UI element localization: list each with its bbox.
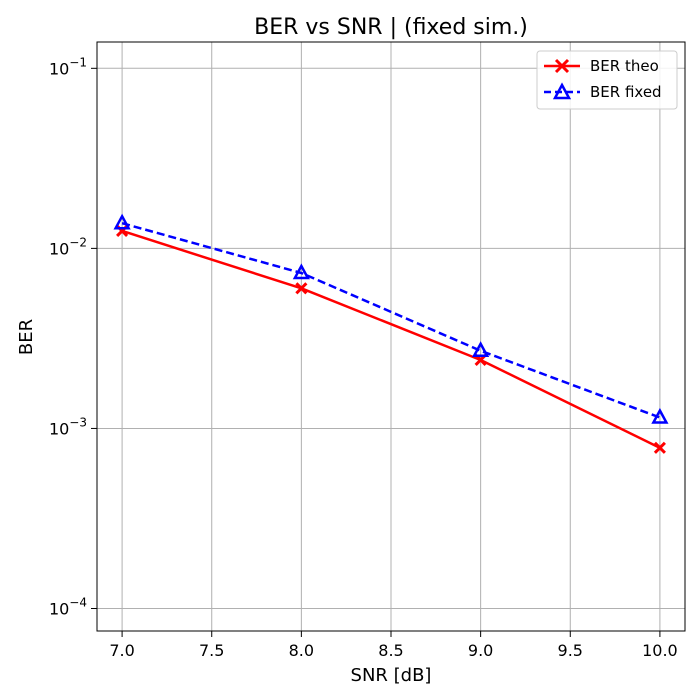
point-ber-fixed (472, 341, 490, 358)
y-tick-label: 10−2 (49, 235, 87, 258)
y-tick-label-base: 10 (49, 59, 69, 78)
y-tick-label-base: 10 (49, 419, 69, 438)
x-tick-label: 9.0 (468, 641, 493, 660)
series-line-ber-theo (121, 229, 661, 449)
legend-label-ber-theo: BER theo (590, 57, 659, 75)
x-tick-label: 7.0 (109, 641, 134, 660)
point-ber-fixed (292, 263, 310, 280)
legend-item-ber-fixed: BER fixed (544, 82, 662, 101)
y-tick-label-base: 10 (49, 600, 69, 619)
y-axis-label: BER (16, 319, 37, 355)
y-tick-label-exponent: −4 (69, 596, 87, 610)
y-axis-ticks: 10−410−310−210−1 (49, 55, 97, 619)
y-tick-label: 10−1 (49, 55, 87, 78)
x-tick-label: 8.0 (289, 641, 314, 660)
y-tick-label-base: 10 (49, 239, 69, 258)
point-ber-theo (295, 282, 308, 295)
x-tick-label: 9.5 (558, 641, 583, 660)
x-axis-label: SNR [dB] (351, 665, 432, 686)
point-ber-fixed (651, 407, 669, 424)
series-ber-fixed (113, 213, 669, 424)
point-ber-fixed (113, 213, 131, 230)
x-tick-label: 8.5 (378, 641, 403, 660)
point-ber-theo (653, 441, 666, 454)
y-tick-label-exponent: −1 (69, 55, 87, 69)
legend-label-ber-fixed: BER fixed (590, 83, 662, 101)
legend-item-ber-theo: BER theo (544, 57, 659, 75)
y-tick-label: 10−3 (49, 415, 87, 438)
legend-marker-ber-theo (554, 58, 570, 74)
x-axis-ticks: 7.0 7.5 8.0 8.5 9.0 9.5 10.0 (109, 631, 678, 660)
y-tick-label: 10−4 (49, 596, 87, 619)
series-line-ber-fixed (121, 221, 661, 419)
legend-marker-ber-fixed (552, 82, 572, 100)
chart-title: BER vs SNR | (fixed sim.) (254, 15, 528, 40)
x-tick-label: 10.0 (642, 641, 678, 660)
y-tick-label-exponent: −3 (69, 415, 87, 429)
x-tick-label: 7.5 (199, 641, 224, 660)
y-tick-label-exponent: −2 (69, 235, 87, 249)
series-layer (113, 213, 669, 454)
legend: BER theo BER fixed (536, 50, 678, 110)
